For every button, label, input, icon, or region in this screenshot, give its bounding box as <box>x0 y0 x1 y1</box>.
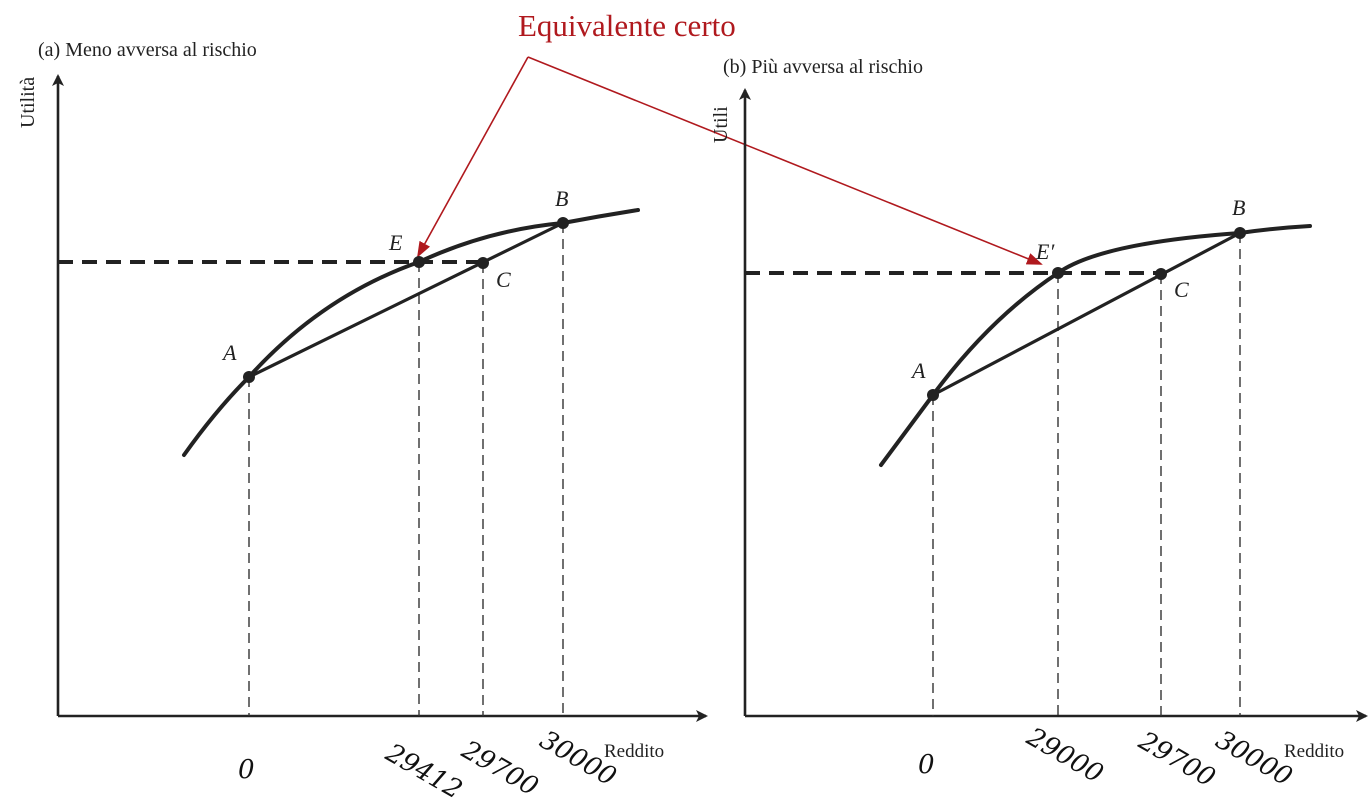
panel-b-utility-curve <box>879 224 1312 467</box>
panel-b-title: (b) Più avversa al rischio <box>723 56 923 78</box>
panel-a-tick-1: 0 <box>238 755 255 785</box>
callout-arrow-a <box>417 56 529 258</box>
panel-b-chord-ab <box>932 231 1241 397</box>
panel-b-label-clip <box>706 86 740 106</box>
panel-a-label-c: C <box>496 267 511 292</box>
panel-a-label-b: B <box>555 186 568 211</box>
panel-b-x-axis-label: Reddito <box>1284 741 1344 762</box>
panel-b-label-c: C <box>1174 277 1189 302</box>
panel-b-point-b <box>1234 227 1246 239</box>
panel-a-chord-ab <box>248 221 564 379</box>
panel-a-point-b <box>557 217 569 229</box>
panel-b-label-e: E′ <box>1035 239 1055 264</box>
panel-b: (b) Più avversa al rischio Utilità Reddi… <box>706 56 1368 794</box>
callout-label: Equivalente certo <box>518 8 736 43</box>
panel-a: (a) Meno avversa al rischio Utilità Redd… <box>17 39 708 806</box>
panel-a-point-c <box>477 257 489 269</box>
callout-arrow-b <box>527 56 1043 265</box>
panel-a-point-e <box>413 256 425 268</box>
panel-b-tick-4: 30000 <box>1211 725 1298 792</box>
panel-a-title: (a) Meno avversa al rischio <box>38 39 257 61</box>
panel-a-label-e: E <box>388 230 403 255</box>
panel-b-tick-2: 29000 <box>1021 722 1109 790</box>
panel-a-x-axis-label: Reddito <box>604 741 664 762</box>
panel-b-point-a <box>927 389 939 401</box>
panel-a-tick-3: 29700 <box>456 735 544 803</box>
panel-a-tick-4: 30000 <box>535 725 622 792</box>
panel-a-label-a: A <box>221 340 237 365</box>
panel-a-utility-curve <box>182 208 640 457</box>
panel-b-tick-1: 0 <box>918 750 935 780</box>
panel-b-point-e <box>1052 267 1064 279</box>
panel-a-tick-2: 29412 <box>380 738 468 806</box>
panel-a-point-a <box>243 371 255 383</box>
panel-b-label-a: A <box>910 358 926 383</box>
panel-b-point-c <box>1155 268 1167 280</box>
panel-b-tick-3: 29700 <box>1133 726 1221 794</box>
panel-b-label-b: B <box>1232 195 1245 220</box>
panel-a-y-axis-label: Utilità <box>17 77 39 128</box>
